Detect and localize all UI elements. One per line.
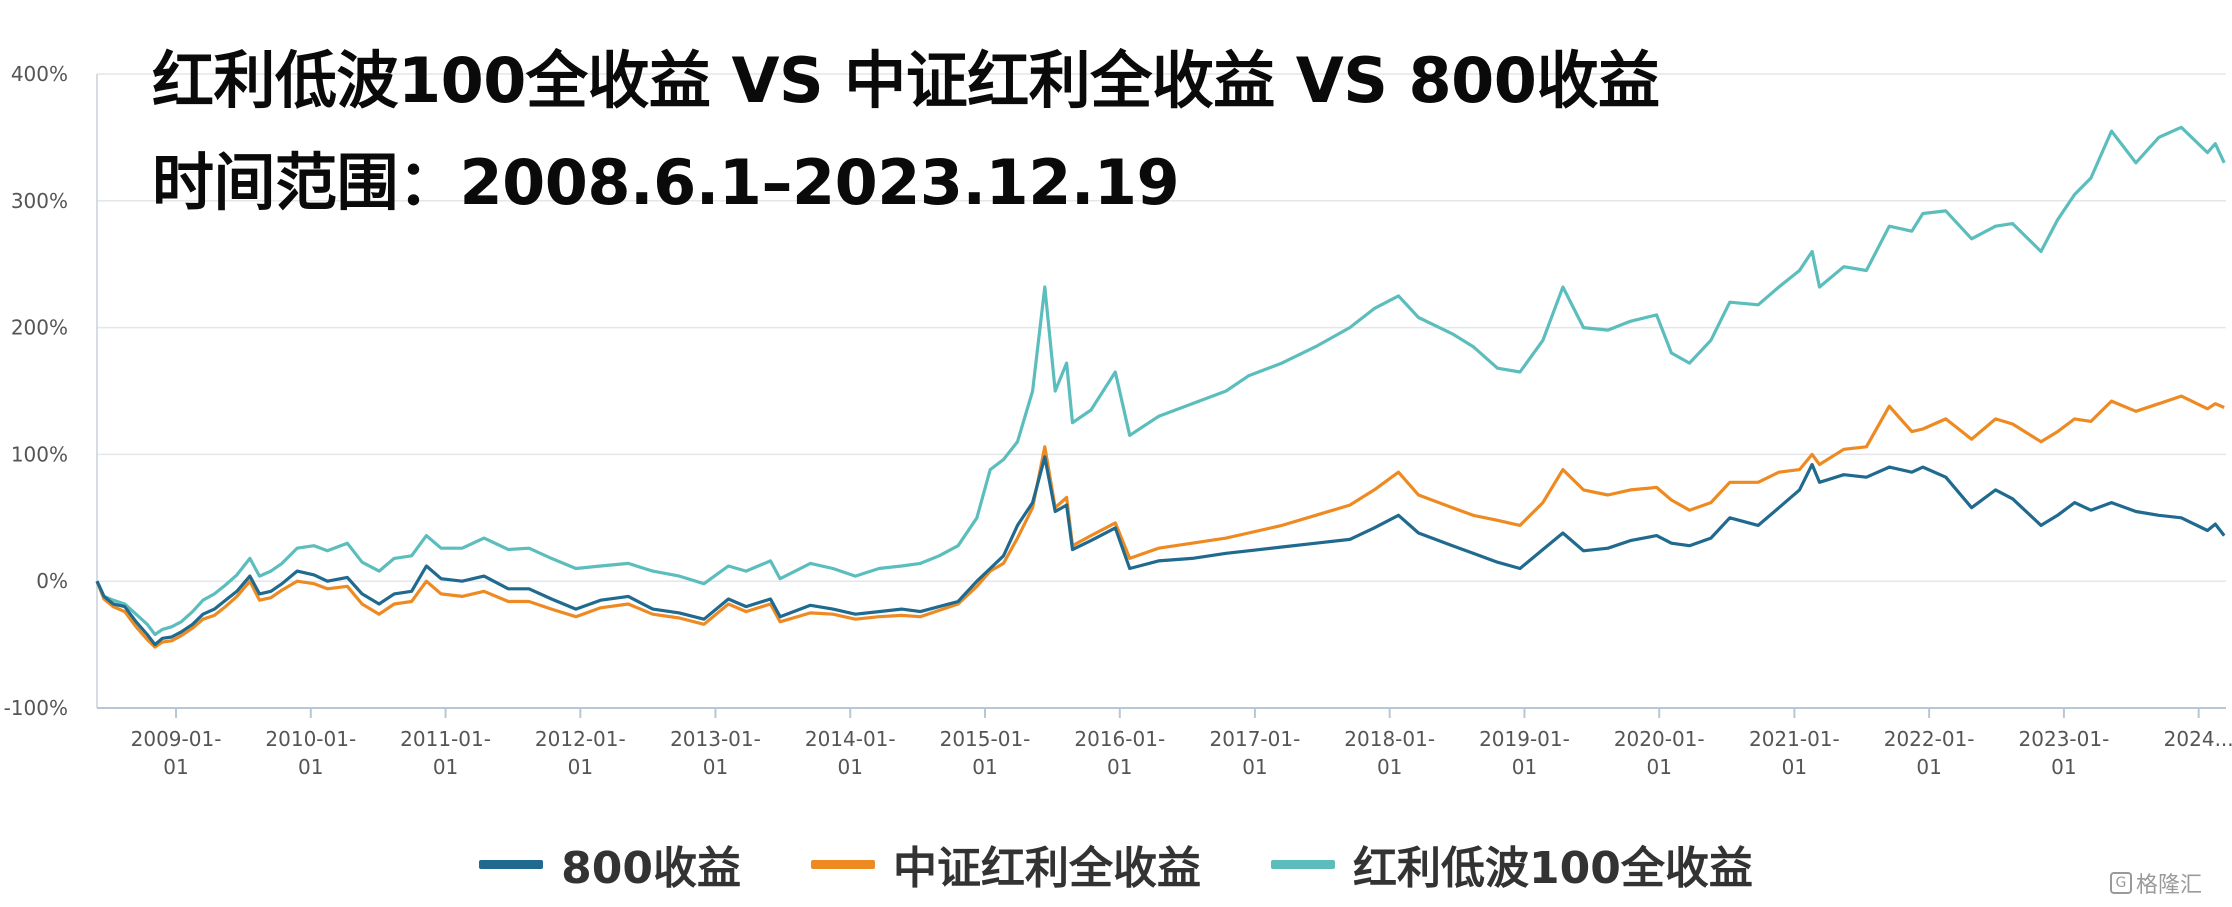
- x-tick-label: 2024...: [2164, 727, 2232, 751]
- x-tick-label: 2012-01-: [535, 727, 626, 751]
- x-tick-label: 2022-01-: [1884, 727, 1975, 751]
- y-tick-label: 400%: [11, 62, 68, 86]
- x-tick-label: 2010-01-: [265, 727, 356, 751]
- x-tick-label: 2011-01-: [400, 727, 491, 751]
- x-tick-label: 2015-01-: [940, 727, 1031, 751]
- x-tick-label-line2: 01: [1916, 755, 1941, 779]
- x-tick-label-line2: 01: [1107, 755, 1132, 779]
- x-tick-label-line2: 01: [838, 755, 863, 779]
- legend-item-low-vol[interactable]: 红利低波100全收益: [1271, 832, 1753, 896]
- x-tick-label: 2019-01-: [1479, 727, 1570, 751]
- legend: 800收益 中证红利全收益 红利低波100全收益: [0, 832, 2232, 896]
- series-lines: [95, 125, 2226, 649]
- y-axis-ticks: 400% 300% 200% 100% 0% -100%: [4, 62, 68, 720]
- y-tick-label: 100%: [11, 442, 68, 466]
- chart-subtitle: 时间范围：2008.6.1–2023.12.19: [152, 146, 1180, 219]
- x-tick-label-line2: 01: [1647, 755, 1672, 779]
- x-tick-label: 2014-01-: [805, 727, 896, 751]
- x-tick-label-line2: 01: [2051, 755, 2076, 779]
- series-line-1: [95, 394, 2225, 649]
- x-axis: 2009-01- 01 2010-01- 01 2011-01- 01 2012-01- 01…: [97, 707, 2232, 779]
- legend-label-800: 800收益: [561, 843, 741, 894]
- watermark-text: 格隆汇: [2135, 873, 2202, 898]
- series-line-0: [95, 455, 2226, 647]
- x-tick-label: 2023-01-: [2019, 727, 2110, 751]
- watermark: G 格隆汇: [2109, 867, 2202, 899]
- x-tick-label: 2009-01-: [131, 727, 222, 751]
- legend-swatch-low-vol: [1271, 859, 1335, 869]
- y-tick-label: 300%: [11, 189, 68, 213]
- x-tick-label: 2020-01-: [1614, 727, 1705, 751]
- chart-title: 红利低波100全收益 VS 中证红利全收益 VS 800收益: [152, 44, 1660, 117]
- legend-swatch-800: [479, 859, 544, 869]
- x-tick-label-line2: 01: [1377, 755, 1402, 779]
- gelonghui-logo-icon: G: [2109, 872, 2132, 894]
- x-tick-label-line2: 01: [568, 755, 593, 779]
- y-tick-label: 200%: [11, 316, 68, 340]
- x-tick-label-line2: 01: [1782, 755, 1807, 779]
- x-tick-label-line2: 01: [1512, 755, 1537, 779]
- x-tick-label: 2013-01-: [670, 727, 761, 751]
- x-tick-label-line2: 01: [163, 755, 188, 779]
- x-tick-label-line2: 01: [298, 755, 323, 779]
- series-line-2: [95, 125, 2226, 637]
- legend-label-low-vol: 红利低波100全收益: [1353, 843, 1753, 894]
- x-tick-label: 2018-01-: [1344, 727, 1435, 751]
- legend-item-dividend[interactable]: 中证红利全收益: [811, 832, 1201, 896]
- y-tick-label: -100%: [4, 696, 68, 720]
- x-tick-label-line2: 01: [703, 755, 728, 779]
- legend-swatch-dividend: [811, 859, 875, 869]
- x-tick-label: 2021-01-: [1749, 727, 1840, 751]
- legend-item-800[interactable]: 800收益: [479, 832, 741, 896]
- x-tick-label: 2016-01-: [1074, 727, 1165, 751]
- x-tick-label-line2: 01: [1242, 755, 1267, 779]
- x-tick-label-line2: 01: [433, 755, 458, 779]
- x-tick-label: 2017-01-: [1210, 727, 1301, 751]
- legend-label-dividend: 中证红利全收益: [893, 843, 1201, 894]
- y-tick-label: 0%: [36, 569, 68, 593]
- x-tick-label-line2: 01: [972, 755, 997, 779]
